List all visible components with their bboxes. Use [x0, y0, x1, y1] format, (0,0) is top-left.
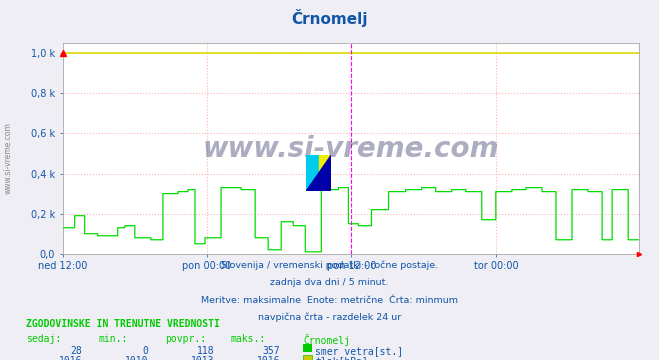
Text: Črnomelj: Črnomelj [291, 9, 368, 27]
Bar [306, 155, 319, 191]
Text: tlak[hPa]: tlak[hPa] [315, 356, 368, 360]
Text: 1013: 1013 [190, 356, 214, 360]
Text: 1010: 1010 [125, 356, 148, 360]
Text: 357: 357 [262, 346, 280, 356]
Text: maks.:: maks.: [231, 334, 266, 344]
Text: 1016: 1016 [256, 356, 280, 360]
Text: ZGODOVINSKE IN TRENUTNE VREDNOSTI: ZGODOVINSKE IN TRENUTNE VREDNOSTI [26, 319, 220, 329]
Text: Meritve: maksimalne  Enote: metrične  Črta: minmum: Meritve: maksimalne Enote: metrične Črta… [201, 296, 458, 305]
Text: 1016: 1016 [59, 356, 82, 360]
Bar [319, 155, 331, 191]
Text: 28: 28 [71, 346, 82, 356]
Text: navpična črta - razdelek 24 ur: navpična črta - razdelek 24 ur [258, 313, 401, 322]
Text: www.si-vreme.com: www.si-vreme.com [3, 122, 13, 194]
Text: 0: 0 [142, 346, 148, 356]
Polygon shape [306, 155, 331, 191]
Text: povpr.:: povpr.: [165, 334, 206, 344]
Text: min.:: min.: [99, 334, 129, 344]
Text: Črnomelj: Črnomelj [303, 334, 350, 346]
Text: zadnja dva dni / 5 minut.: zadnja dva dni / 5 minut. [270, 278, 389, 287]
Text: www.si-vreme.com: www.si-vreme.com [203, 135, 499, 162]
Text: 118: 118 [196, 346, 214, 356]
Text: sedaj:: sedaj: [26, 334, 61, 344]
Text: smer vetra[st.]: smer vetra[st.] [315, 346, 403, 356]
Text: Slovenija / vremenski podatki - ročne postaje.: Slovenija / vremenski podatki - ročne po… [221, 261, 438, 270]
